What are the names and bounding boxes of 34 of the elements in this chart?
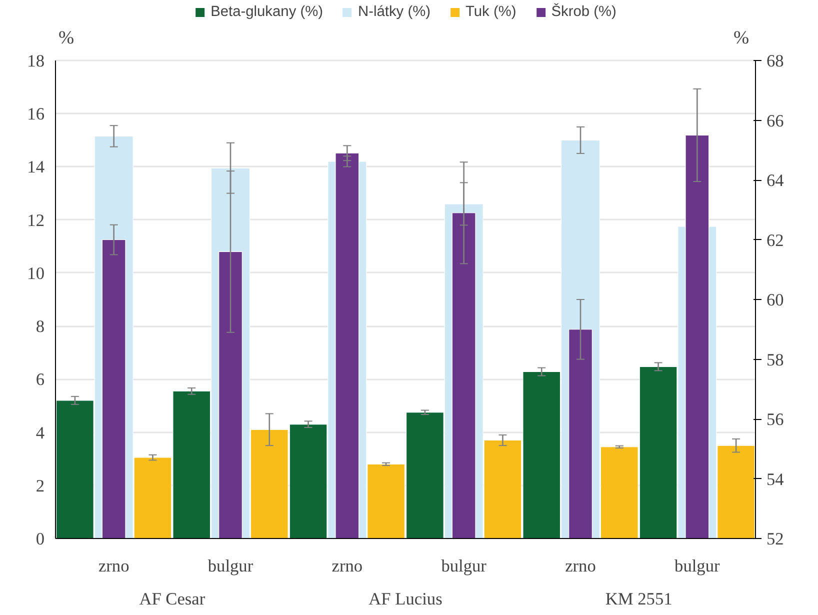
y-tick-label: 12 [27,210,44,230]
text: AF Lucius [368,590,443,608]
y-tick-label: 8 [36,317,45,336]
text: AF Cesar [139,590,206,608]
legend-label: Tuk (%) [465,4,516,20]
x-tick-label: bulgur [441,556,487,576]
y2-tick-label: 68 [766,52,784,70]
legend-label: Beta-glukany (%) [210,4,324,20]
y-tick-label: 10 [27,264,44,283]
x-tick-label: zrno [98,556,130,576]
x-tick-label: bulgur [208,556,254,576]
y-tick-label: 18 [27,52,44,70]
y2-tick-label: 60 [766,290,784,310]
y2-axis-title: % [734,28,750,48]
legend-label: Škrob (%) [551,4,616,20]
y-tick-label: 4 [36,423,45,442]
x-tick-label: zrno [565,556,596,576]
y2-tick-label: 64 [766,171,784,190]
y-tick-label: 2 [36,476,45,496]
y2-tick-label: 52 [766,530,784,548]
y2-tick-label: 54 [766,470,784,489]
y-tick-label: 14 [27,158,45,177]
y2-tick-label: 66 [766,111,784,130]
y-tick-label: 6 [36,370,45,390]
y2-tick-label: 58 [766,350,784,370]
y2-tick-label: 56 [766,410,784,429]
y-axis-title: % [58,28,74,48]
legend-label: N-látky (%) [358,4,430,20]
x-tick-label: zrno [332,556,363,576]
text: KM 2551 [605,590,672,608]
y-tick-label: 0 [36,530,45,548]
y2-tick-label: 62 [766,230,784,250]
y-tick-label: 16 [27,104,45,124]
x-tick-label: bulgur [674,556,720,576]
